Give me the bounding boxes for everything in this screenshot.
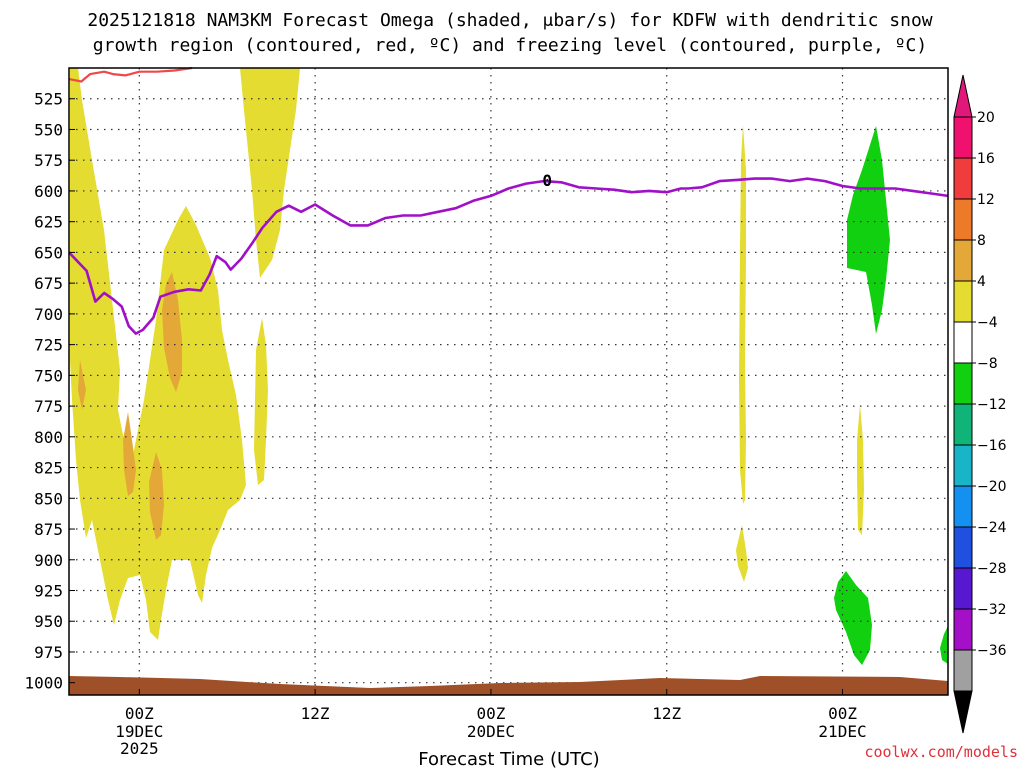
omega-shade-yellow-left-column xyxy=(70,68,246,640)
colorbar-swatch xyxy=(953,444,973,487)
terrain-surface xyxy=(69,676,948,695)
colorbar-swatch xyxy=(953,280,973,323)
x-tick-year: 2025 xyxy=(120,739,159,758)
colorbar: 20 16 12 8 4 −4 −8 −12 −16 −20 −24 −28 −32 −36 xyxy=(953,74,1007,734)
y-tick-label: 750 xyxy=(34,366,63,385)
y-tick-label: 650 xyxy=(34,243,63,262)
dendritic-growth-contour xyxy=(68,66,193,83)
omega-shade-orange-upper xyxy=(162,272,182,392)
y-tick-label: 625 xyxy=(34,213,63,232)
omega-shade-yellow-12z-strip xyxy=(739,125,746,504)
x-tick-label: 00Z xyxy=(476,704,505,723)
y-tick-label: 925 xyxy=(34,582,63,601)
colorbar-label: 20 xyxy=(977,110,995,126)
colorbar-swatch xyxy=(953,321,973,364)
x-tick-label: 12Z xyxy=(301,704,330,723)
colorbar-bottom-arrow xyxy=(953,690,973,734)
colorbar-swatch xyxy=(953,485,973,528)
omega-shade-yellow-mid-strip xyxy=(254,318,268,485)
y-axis: 525 550 575 600 625 650 675 700 725 750 775 800 825 8… xyxy=(24,90,75,693)
colorbar-swatch xyxy=(953,157,973,200)
colorbar-label: 4 xyxy=(977,274,986,290)
colorbar-label: −16 xyxy=(977,438,1007,454)
colorbar-label: −12 xyxy=(977,397,1007,413)
freezing-level-contour xyxy=(68,177,949,335)
y-tick-label: 700 xyxy=(34,305,63,324)
colorbar-label: −8 xyxy=(977,356,998,372)
x-tick-date: 20DEC xyxy=(467,722,515,741)
y-tick-label: 900 xyxy=(34,551,63,570)
y-tick-label: 725 xyxy=(34,336,63,355)
plot-frame xyxy=(68,67,949,696)
omega-shade-green-right-edge xyxy=(940,626,948,664)
colorbar-label: −32 xyxy=(977,602,1007,618)
colorbar-swatch xyxy=(953,403,973,446)
chart-title-line1: 2025121818 NAM3KM Forecast Omega (shaded… xyxy=(87,10,932,31)
omega-shade-green-lower xyxy=(834,571,872,665)
colorbar-label: 16 xyxy=(977,151,995,167)
colorbar-swatch xyxy=(953,116,973,159)
y-tick-label: 575 xyxy=(34,151,63,170)
y-tick-label: 1000 xyxy=(24,674,63,693)
x-tick-label: 00Z xyxy=(828,704,857,723)
y-tick-label: 850 xyxy=(34,489,63,508)
colorbar-swatch xyxy=(953,198,973,241)
colorbar-label: −24 xyxy=(977,520,1007,536)
colorbar-swatch xyxy=(953,608,973,651)
colorbar-label: −36 xyxy=(977,643,1007,659)
colorbar-label: −28 xyxy=(977,561,1007,577)
colorbar-label: 8 xyxy=(977,233,986,249)
omega-shade-orange-mid xyxy=(123,412,136,496)
y-tick-label: 975 xyxy=(34,643,63,662)
x-tick-date: 21DEC xyxy=(818,722,866,741)
y-tick-label: 800 xyxy=(34,428,63,447)
colorbar-top-arrow xyxy=(953,74,973,118)
x-tick-label: 00Z xyxy=(125,704,154,723)
colorbar-label: 12 xyxy=(977,192,995,208)
chart-title-line2: growth region (contoured, red, ºC) and f… xyxy=(93,35,927,56)
colorbar-swatch xyxy=(953,362,973,405)
y-tick-label: 825 xyxy=(34,459,63,478)
y-tick-label: 550 xyxy=(34,120,63,139)
y-tick-label: 950 xyxy=(34,612,63,631)
omega-shade-yellow-12z-low xyxy=(736,525,748,582)
freezing-level-label: 0 xyxy=(542,171,552,190)
omega-shading xyxy=(70,68,948,665)
y-tick-label: 775 xyxy=(34,397,63,416)
y-tick-label: 525 xyxy=(34,90,63,109)
credit-link[interactable]: coolwx.com/models xyxy=(864,743,1018,761)
colorbar-swatch xyxy=(953,526,973,569)
x-tick-date: 19DEC xyxy=(115,722,163,741)
y-tick-label: 675 xyxy=(34,274,63,293)
x-tick-label: 12Z xyxy=(652,704,681,723)
colorbar-swatch xyxy=(953,567,973,610)
omega-shade-yellow-upper-column xyxy=(240,68,300,278)
colorbar-label: −4 xyxy=(977,315,998,331)
omega-shade-yellow-21dec-strip xyxy=(857,405,864,535)
colorbar-label: −20 xyxy=(977,479,1007,495)
x-axis-label: Forecast Time (UTC) xyxy=(418,749,599,768)
omega-shade-orange-low xyxy=(149,452,164,540)
colorbar-swatch xyxy=(953,239,973,282)
colorbar-swatch xyxy=(953,649,973,692)
omega-shade-green-upper xyxy=(847,126,890,334)
y-tick-label: 600 xyxy=(34,182,63,201)
omega-shade-orange-left-edge xyxy=(78,360,86,410)
y-tick-label: 875 xyxy=(34,520,63,539)
